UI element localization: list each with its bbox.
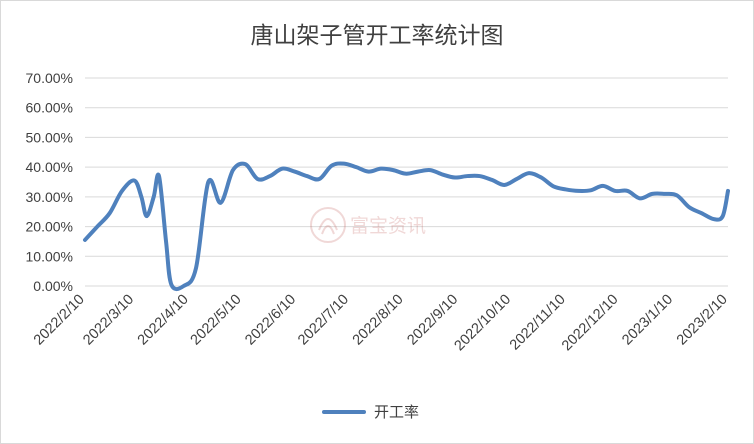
series-line [83, 161, 730, 292]
y-tick-label: 70.00% [26, 70, 73, 86]
chart-title: 唐山架子管开工率统计图 [250, 23, 504, 49]
y-tick-label: 50.00% [26, 129, 73, 145]
x-tick-label: 2022/6/10 [242, 292, 299, 349]
y-axis: 0.00% 10.00% 20.00% 30.00% 40.00% 50.00% 60.00… [26, 70, 73, 294]
watermark: 富宝资讯 [306, 190, 456, 260]
x-tick-label: 2022/10/10 [452, 292, 515, 355]
x-axis: 2022/2/102022/3/102022/4/102022/5/102022… [31, 292, 731, 355]
legend: 开工率 [322, 401, 419, 422]
x-tick-label: 2022/3/10 [80, 292, 137, 349]
y-tick-label: 40.00% [26, 159, 73, 175]
legend-label: 开工率 [374, 403, 420, 421]
y-tick-label: 30.00% [26, 189, 73, 205]
x-tick-label: 2022/4/10 [135, 292, 192, 349]
series-layer [83, 161, 730, 292]
watermark-text: 富宝资讯 [350, 215, 426, 237]
x-tick-label: 2023/2/10 [674, 292, 731, 349]
y-tick-label: 10.00% [26, 248, 73, 264]
x-tick-label: 2022/12/10 [559, 292, 622, 355]
y-tick-label: 60.00% [26, 100, 73, 116]
y-tick-label: 0.00% [33, 278, 73, 294]
x-tick-label: 2022/9/10 [404, 292, 461, 349]
x-tick-label: 2023/1/10 [619, 292, 676, 349]
x-tick-label: 2022/7/10 [295, 292, 352, 349]
y-tick-label: 20.00% [26, 219, 73, 235]
x-tick-label: 2022/5/10 [188, 292, 245, 349]
gridlines [85, 77, 728, 287]
x-tick-label: 2022/8/10 [350, 292, 407, 349]
fubao-logo-icon: 富宝资讯 [310, 207, 426, 243]
legend-swatch [322, 409, 366, 414]
x-tick-label: 2022/2/10 [31, 292, 88, 349]
